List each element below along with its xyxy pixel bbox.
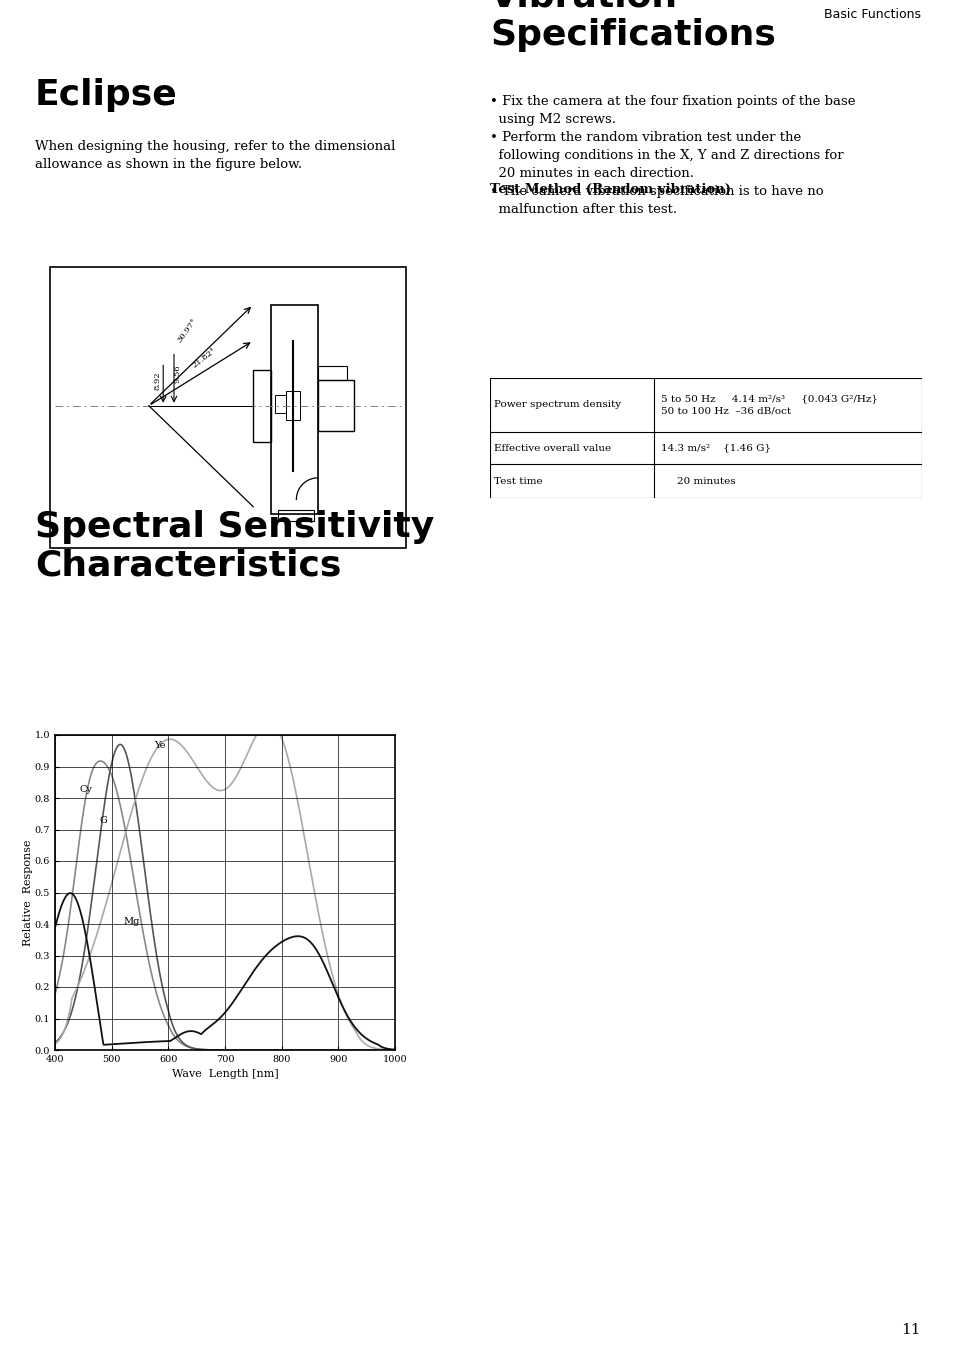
Text: 9.56: 9.56 bbox=[173, 363, 181, 382]
Text: 11: 11 bbox=[901, 1324, 920, 1337]
Bar bbox=[253, 370, 271, 442]
Text: 30.97°: 30.97° bbox=[175, 317, 198, 345]
Text: Spectral Sensitivity
Characteristics: Spectral Sensitivity Characteristics bbox=[35, 509, 434, 582]
Bar bbox=[278, 511, 314, 521]
Text: 14.3 m/s²    {1.46 G}: 14.3 m/s² {1.46 G} bbox=[659, 443, 770, 453]
Text: 8.92: 8.92 bbox=[153, 372, 162, 389]
Text: Power spectrum density: Power spectrum density bbox=[494, 400, 620, 409]
Y-axis label: Relative  Response: Relative Response bbox=[23, 839, 33, 946]
Bar bbox=[285, 392, 299, 420]
X-axis label: Wave  Length [nm]: Wave Length [nm] bbox=[172, 1070, 278, 1079]
Text: Vibration
Specifications: Vibration Specifications bbox=[490, 0, 775, 53]
Bar bbox=[317, 366, 347, 381]
Text: Ye: Ye bbox=[154, 740, 166, 750]
Text: 20 minutes: 20 minutes bbox=[676, 477, 735, 486]
Text: 21.82°: 21.82° bbox=[191, 346, 218, 370]
Bar bbox=[271, 305, 317, 513]
Text: Test time: Test time bbox=[494, 477, 542, 486]
Text: 5 to 50 Hz     4.14 m²/s³     {0.043 G²/Hz}
50 to 100 Hz  –36 dB/oct: 5 to 50 Hz 4.14 m²/s³ {0.043 G²/Hz} 50 t… bbox=[659, 394, 877, 415]
Text: Basic Functions: Basic Functions bbox=[822, 8, 920, 20]
Text: G: G bbox=[99, 816, 107, 825]
Text: Mg: Mg bbox=[123, 917, 139, 925]
Text: Effective overall value: Effective overall value bbox=[494, 443, 611, 453]
Bar bbox=[317, 381, 354, 431]
Text: Cy: Cy bbox=[80, 785, 92, 793]
Text: Test Method (Random vibration): Test Method (Random vibration) bbox=[490, 182, 730, 196]
Bar bbox=[274, 394, 285, 413]
Text: When designing the housing, refer to the dimensional
allowance as shown in the f: When designing the housing, refer to the… bbox=[35, 141, 395, 172]
Text: Eclipse: Eclipse bbox=[35, 78, 177, 112]
Text: • Fix the camera at the four fixation points of the base
  using M2 screws.
• Pe: • Fix the camera at the four fixation po… bbox=[490, 95, 855, 216]
